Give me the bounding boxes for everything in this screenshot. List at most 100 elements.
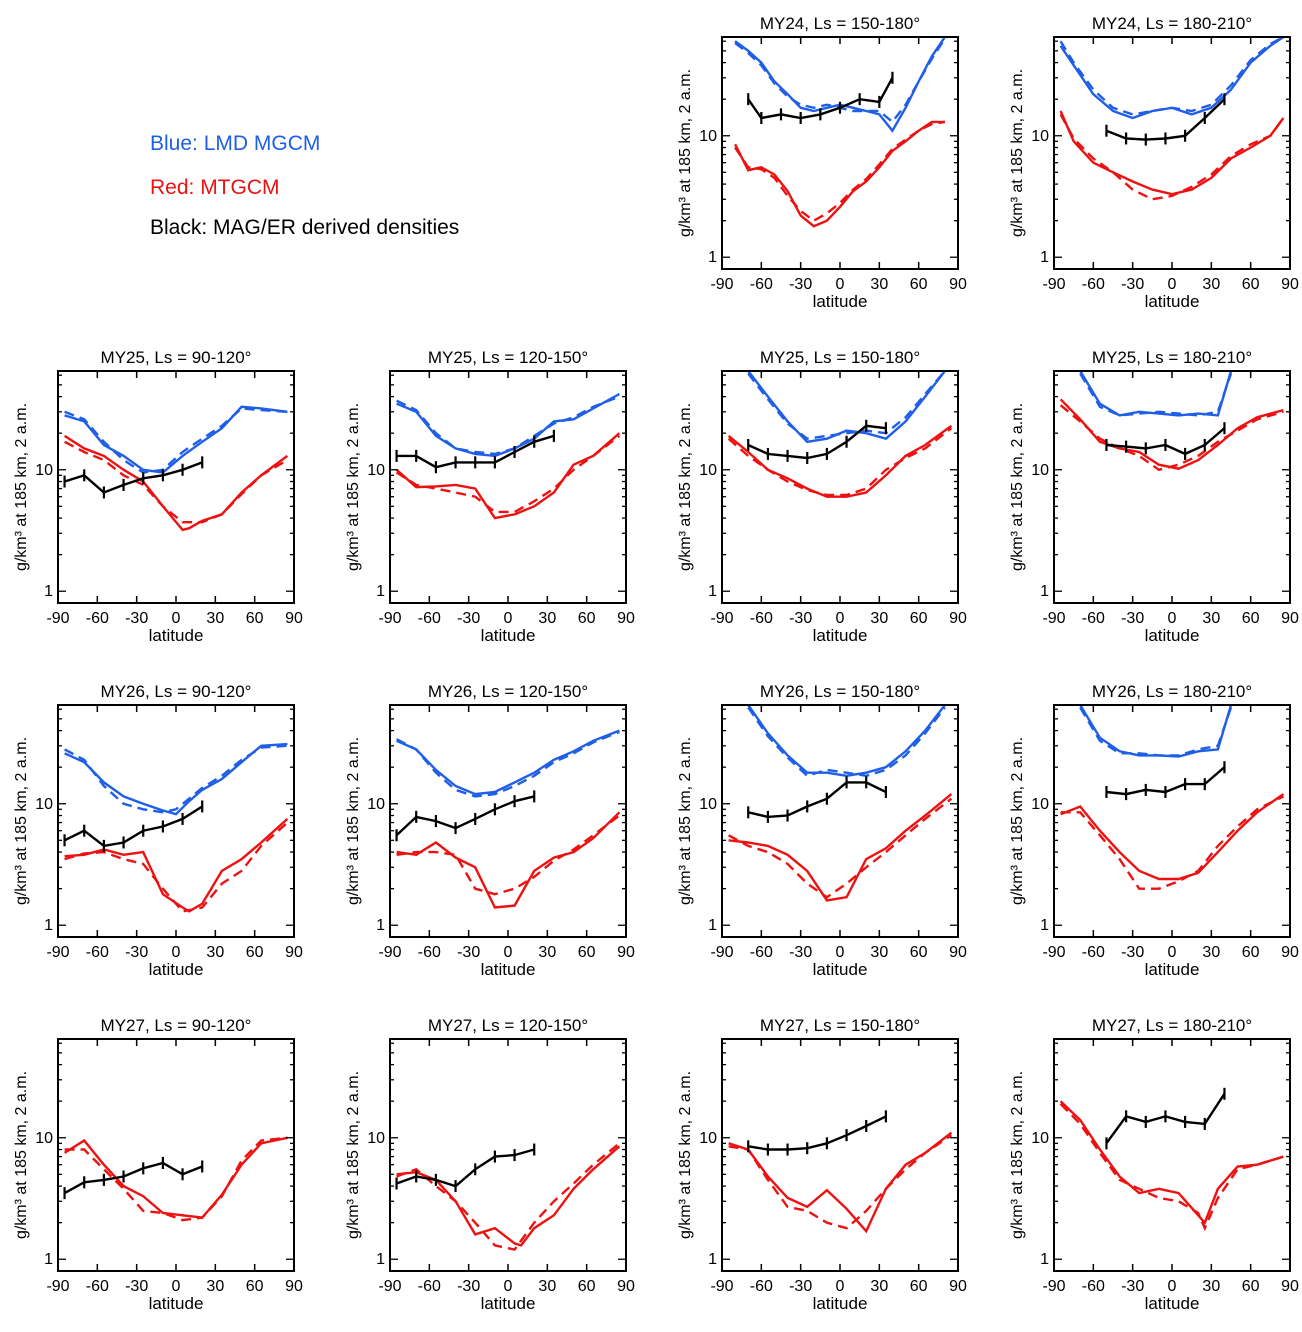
x-tick-label: -60	[750, 944, 773, 961]
x-tick-label: 30	[538, 1278, 556, 1295]
x-tick-label: -60	[1082, 944, 1105, 961]
x-tick-label: 60	[246, 1278, 264, 1295]
x-tick-label: -90	[1042, 1278, 1065, 1295]
x-axis-label: latitude	[1145, 292, 1200, 311]
series-lmd-mgcm-solid	[64, 405, 288, 474]
y-axis-label: g/km³ at 185 km, 2 a.m.	[677, 1071, 694, 1239]
x-tick-label: 0	[836, 610, 845, 627]
x-tick-label: -30	[789, 1278, 812, 1295]
series-mtgcm-solid	[1059, 1100, 1284, 1225]
series-mtgcm-solid	[64, 818, 289, 913]
y-tick-label: 10	[367, 796, 385, 813]
panel-title: MY24, Ls = 180-210°	[1092, 14, 1252, 33]
x-tick-label: -60	[86, 944, 109, 961]
x-tick-label: 90	[285, 610, 303, 627]
x-tick-label: 60	[1242, 610, 1260, 627]
series-lmd-mgcm-dashed	[747, 371, 946, 440]
series-lmd-mgcm-solid	[396, 729, 620, 796]
plot-frame	[389, 704, 627, 938]
series-lmd-mgcm-dashed	[1079, 706, 1233, 757]
x-tick-label: 60	[910, 610, 928, 627]
x-tick-label: -30	[789, 276, 812, 293]
x-tick-label: 0	[1168, 610, 1177, 627]
x-tick-label: -90	[378, 1278, 401, 1295]
series-lmd-mgcm-solid	[1079, 371, 1233, 417]
series-mtgcm-dashed	[1059, 1103, 1284, 1232]
y-axis-label: g/km³ at 185 km, 2 a.m.	[13, 403, 30, 571]
x-tick-label: 90	[949, 610, 967, 627]
series-mtgcm-dashed	[396, 814, 621, 896]
x-tick-label: 60	[1242, 1278, 1260, 1295]
panel-title: MY24, Ls = 150-180°	[760, 14, 920, 33]
series-lmd-mgcm-solid	[396, 392, 620, 458]
series-mag-er-errorbar	[64, 805, 203, 848]
panel-9: MY26, Ls = 180-210° -90 -60 -30 0 30 60 90 1 10 la…	[1009, 682, 1299, 979]
y-tick-label: 10	[1031, 128, 1049, 145]
x-tick-label: 30	[206, 1278, 224, 1295]
x-tick-label: -30	[125, 1278, 148, 1295]
x-tick-label: 30	[1202, 944, 1220, 961]
x-tick-label: -60	[86, 1278, 109, 1295]
series-lmd-mgcm-dashed	[1059, 37, 1284, 116]
x-axis-label: latitude	[813, 1294, 868, 1313]
series-mtgcm-dashed	[1060, 795, 1284, 890]
legend-black: Black: MAG/ER derived densities	[150, 216, 460, 239]
x-tick-label: 0	[836, 276, 845, 293]
x-tick-label: 0	[504, 944, 513, 961]
x-axis-label: latitude	[1145, 1294, 1200, 1313]
x-tick-label: -60	[86, 610, 109, 627]
panel-8: MY26, Ls = 150-180° -90 -60 -30 0 30 60 90 1 10 la…	[677, 682, 967, 979]
x-tick-label: -30	[1121, 276, 1144, 293]
x-tick-label: 0	[172, 610, 181, 627]
x-tick-label: 30	[538, 944, 556, 961]
y-tick-label: 1	[1040, 249, 1049, 266]
panel-title: MY25, Ls = 180-210°	[1092, 348, 1252, 367]
x-tick-label: -90	[46, 1278, 69, 1295]
legend-blue: Blue: LMD MGCM	[150, 132, 321, 155]
x-tick-label: 0	[172, 944, 181, 961]
x-tick-label: -90	[1042, 610, 1065, 627]
plot-frame	[721, 370, 959, 604]
x-tick-label: 60	[910, 276, 928, 293]
x-tick-label: 90	[1281, 944, 1299, 961]
panel-title: MY27, Ls = 150-180°	[760, 1016, 920, 1035]
panel-10: MY27, Ls = 90-120° -90 -60 -30 0 30 60 90 1 10 lat…	[13, 1016, 303, 1313]
series-lmd-mgcm-solid	[747, 705, 946, 778]
x-tick-label: -30	[125, 610, 148, 627]
x-tick-label: -30	[1121, 610, 1144, 627]
series-lmd-mgcm-solid	[64, 742, 288, 816]
plot-frame	[57, 1038, 295, 1272]
x-tick-label: 30	[870, 610, 888, 627]
y-tick-label: 10	[1031, 462, 1049, 479]
x-axis-label: latitude	[149, 626, 204, 645]
y-axis-label: g/km³ at 185 km, 2 a.m.	[345, 737, 362, 905]
x-tick-label: 60	[578, 1278, 596, 1295]
x-tick-label: 0	[1168, 944, 1177, 961]
x-tick-label: 60	[578, 944, 596, 961]
y-tick-label: 1	[708, 917, 717, 934]
x-tick-label: 90	[617, 944, 635, 961]
y-axis-label: g/km³ at 185 km, 2 a.m.	[677, 737, 694, 905]
panel-4: MY25, Ls = 150-180° -90 -60 -30 0 30 60 90 1 10 la…	[677, 348, 967, 645]
x-tick-label: 0	[504, 1278, 513, 1295]
y-tick-label: 10	[699, 1130, 717, 1147]
panel-title: MY25, Ls = 120-150°	[428, 348, 588, 367]
y-tick-label: 10	[35, 1130, 53, 1147]
x-tick-label: 0	[836, 1278, 845, 1295]
panel-title: MY27, Ls = 120-150°	[428, 1016, 588, 1035]
x-tick-label: -30	[1121, 944, 1144, 961]
plot-frame	[1053, 704, 1291, 938]
panel-title: MY26, Ls = 180-210°	[1092, 682, 1252, 701]
x-tick-label: -30	[457, 944, 480, 961]
y-tick-label: 1	[44, 917, 53, 934]
x-tick-label: -90	[1042, 276, 1065, 293]
panel-13: MY27, Ls = 180-210° -90 -60 -30 0 30 60 90 1 10 la…	[1009, 1016, 1299, 1313]
x-axis-label: latitude	[481, 1294, 536, 1313]
x-tick-label: 90	[1281, 276, 1299, 293]
series-lmd-mgcm-solid	[747, 371, 946, 444]
x-tick-label: -90	[1042, 944, 1065, 961]
x-tick-label: 0	[836, 944, 845, 961]
x-tick-label: -30	[1121, 1278, 1144, 1295]
series-mag-er-errorbar	[396, 1148, 535, 1188]
